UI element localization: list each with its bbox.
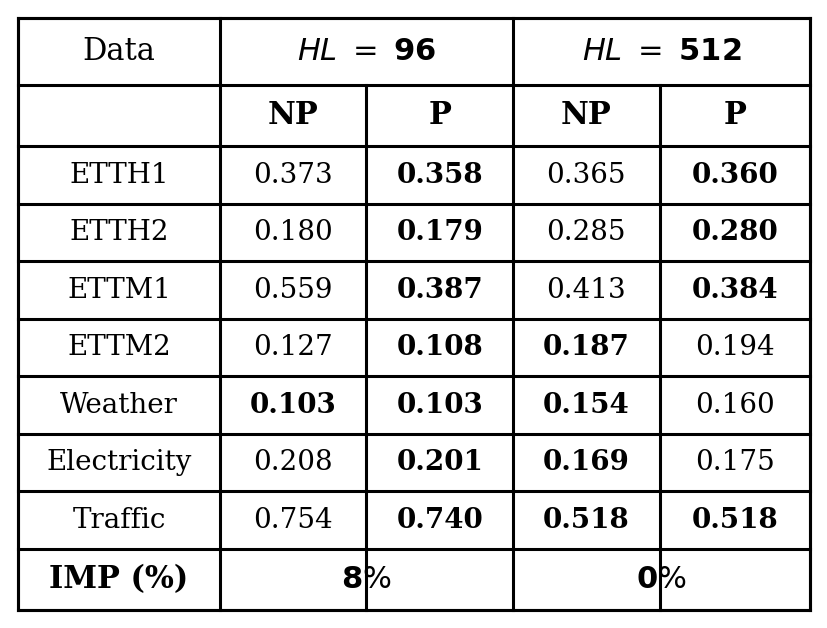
Text: 0.103: 0.103 <box>396 392 482 419</box>
Text: Traffic: Traffic <box>72 507 165 534</box>
Text: Weather: Weather <box>60 392 178 419</box>
Text: 0.360: 0.360 <box>691 162 777 189</box>
Text: 0.518: 0.518 <box>543 507 629 534</box>
Text: $\mathit{H}\mathit{L}$ $=$ $\mathbf{96}$: $\mathit{H}\mathit{L}$ $=$ $\mathbf{96}$ <box>296 37 436 66</box>
Text: Data: Data <box>83 36 155 67</box>
Text: NP: NP <box>267 100 318 131</box>
Text: 0.280: 0.280 <box>691 219 777 246</box>
Text: 0.127: 0.127 <box>253 334 332 361</box>
Text: P: P <box>723 100 745 131</box>
Text: NP: NP <box>560 100 611 131</box>
Text: $\mathit{H}\mathit{L}$ $=$ $\mathbf{512}$: $\mathit{H}\mathit{L}$ $=$ $\mathbf{512}… <box>581 37 740 66</box>
Text: IMP (%): IMP (%) <box>50 564 189 595</box>
Text: ETTM2: ETTM2 <box>67 334 170 361</box>
Text: 0.373: 0.373 <box>253 162 332 189</box>
Text: ETTH1: ETTH1 <box>69 162 169 189</box>
Text: $\mathbf{0}$%: $\mathbf{0}$% <box>635 565 686 594</box>
Text: 0.285: 0.285 <box>546 219 625 246</box>
Text: 0.179: 0.179 <box>396 219 483 246</box>
Text: 0.108: 0.108 <box>396 334 482 361</box>
Text: 0.103: 0.103 <box>250 392 337 419</box>
Text: 0.754: 0.754 <box>253 507 332 534</box>
Text: Electricity: Electricity <box>46 449 191 476</box>
Text: 0.740: 0.740 <box>396 507 482 534</box>
Text: 0.175: 0.175 <box>694 449 774 476</box>
Text: 0.160: 0.160 <box>694 392 774 419</box>
Text: 0.194: 0.194 <box>694 334 773 361</box>
Text: 0.518: 0.518 <box>691 507 777 534</box>
Text: 0.154: 0.154 <box>543 392 629 419</box>
Text: 0.559: 0.559 <box>253 277 332 304</box>
Text: 0.387: 0.387 <box>396 277 482 304</box>
Text: 0.413: 0.413 <box>546 277 625 304</box>
Text: 0.201: 0.201 <box>396 449 483 476</box>
Text: 0.180: 0.180 <box>253 219 332 246</box>
Text: 0.384: 0.384 <box>691 277 777 304</box>
Text: 0.169: 0.169 <box>543 449 629 476</box>
Text: 0.187: 0.187 <box>543 334 629 361</box>
Text: ETTM1: ETTM1 <box>67 277 170 304</box>
Text: 0.358: 0.358 <box>396 162 482 189</box>
Text: 0.365: 0.365 <box>546 162 625 189</box>
Text: ETTH2: ETTH2 <box>69 219 169 246</box>
Text: P: P <box>428 100 451 131</box>
Text: $\mathbf{8}$%: $\mathbf{8}$% <box>341 565 391 594</box>
Text: 0.208: 0.208 <box>253 449 332 476</box>
